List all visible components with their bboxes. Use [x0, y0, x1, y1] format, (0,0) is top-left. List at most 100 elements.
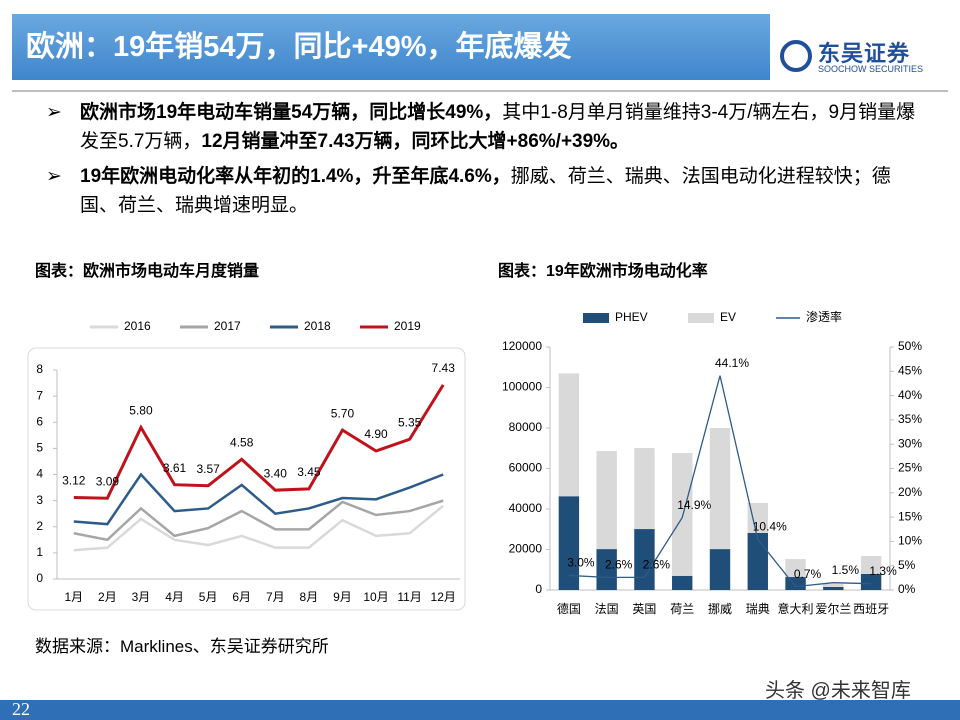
footer-bar: 22 [0, 699, 960, 720]
y2-tick-label: 0% [898, 582, 916, 596]
x-tick-label: 西班牙 [853, 602, 889, 616]
bullet-text: 欧洲市场19年电动车销量54万辆，同比增长49%， [80, 102, 503, 123]
data-label: 10.4% [753, 520, 787, 534]
y2-tick-label: 10% [898, 534, 922, 548]
x-tick-label: 挪威 [708, 602, 732, 616]
legend-label: PHEV [615, 310, 648, 324]
x-tick-label: 9月 [333, 590, 352, 604]
x-tick-label: 法国 [595, 602, 619, 616]
y-tick-label: 3 [36, 493, 43, 507]
legend-label: EV [720, 310, 736, 324]
bar-segment [596, 549, 617, 590]
charts: 图表：欧洲市场电动车月度销量 0 1 2 3 4 5 6 7 8 1月 2月 3月 4月 5月 6月 7月 8月 9… [27, 261, 922, 616]
y-tick-label: 20000 [509, 542, 543, 556]
bullet-text: 挪威、荷兰、瑞典、法国电动化进程较快；德国、荷兰、瑞典增速明显。 [80, 166, 891, 216]
y-tick-label: 8 [36, 362, 43, 376]
bar-segment [672, 575, 693, 590]
data-label: 3.09 [96, 474, 120, 488]
data-label: 3.12 [62, 474, 86, 488]
series-line [73, 384, 445, 500]
legend-label: 渗透率 [806, 309, 842, 324]
x-tick-label: 瑞典 [746, 602, 770, 616]
data-label: 4.90 [364, 427, 388, 441]
y-tick-label: 0 [535, 582, 542, 596]
y2-tick-label: 40% [898, 388, 922, 402]
y2-tick-label: 5% [898, 558, 916, 572]
data-label: 0.7% [794, 567, 822, 581]
chart-title: 图表：19年欧洲市场电动化率 [498, 261, 708, 280]
logo: 东吴证券 SOOCHOW SECURITIES [778, 36, 928, 80]
x-tick-label: 6月 [232, 590, 251, 604]
bar-segment [558, 496, 580, 590]
y-tick-label: 80000 [509, 420, 543, 434]
data-label: 3.57 [196, 462, 220, 476]
series-line [73, 472, 444, 526]
bullet: 19年欧洲电动化率从年初的1.4%，升至年底4.6%，挪威、荷兰、瑞典、法国电动… [46, 162, 920, 220]
data-label: 3.45 [297, 465, 321, 479]
data-label: 14.9% [677, 498, 711, 512]
legend-swatch [688, 313, 714, 323]
bar-segment [747, 502, 768, 533]
data-label: 1.5% [832, 563, 860, 577]
bar-segment [747, 532, 768, 590]
bar-segment [785, 559, 806, 578]
legend-label: 2018 [304, 319, 331, 333]
data-label: 44.1% [715, 356, 749, 370]
x-tick-label: 英国 [632, 602, 656, 616]
plot-frame [27, 347, 466, 611]
bullet-text: 19年欧洲电动化率从年初的1.4%，升至年底4.6%， [80, 166, 511, 187]
data-label: 3.40 [264, 466, 288, 480]
y-tick-label: 120000 [502, 339, 542, 353]
data-label: 5.70 [331, 406, 355, 420]
x-tick-label: 8月 [300, 590, 319, 604]
bar-segment [634, 448, 655, 530]
bullets: 欧洲市场19年电动车销量54万辆，同比增长49%，其中1-8月单月销量维持3-4… [46, 98, 920, 226]
x-tick-label: 5月 [199, 590, 218, 604]
bar-segment [860, 555, 882, 575]
y-tick-label: 2 [36, 519, 43, 533]
legend-swatch [583, 313, 609, 323]
series-line [568, 375, 872, 588]
chart-title: 图表：欧洲市场电动车月度销量 [35, 261, 259, 280]
logo-subtext: SOOCHOW SECURITIES [818, 64, 924, 74]
data-label: 5.80 [129, 404, 153, 418]
bullet: 欧洲市场19年电动车销量54万辆，同比增长49%，其中1-8月单月销量维持3-4… [46, 98, 920, 156]
y2-tick-label: 15% [898, 509, 922, 523]
bar-segment [709, 428, 731, 550]
y2-tick-label: 35% [898, 412, 922, 426]
series-line [73, 499, 444, 542]
x-tick-label: 10月 [363, 590, 388, 604]
y2-tick-label: 30% [898, 436, 922, 450]
bar-segment [823, 586, 844, 590]
legend-label: 2017 [214, 319, 241, 333]
bullet-text: 其中1-8月单月销量维持3-4万/辆左右，9月销量爆发至5.7万辆， [80, 102, 916, 152]
logo-icon [780, 40, 812, 72]
data-label: 5.35 [398, 415, 422, 429]
x-tick-label: 荷兰 [670, 602, 694, 616]
data-label: 3.0% [567, 556, 595, 570]
data-label: 7.43 [432, 361, 456, 375]
x-tick-label: 意大利 [778, 601, 814, 616]
y-tick-label: 5 [36, 441, 43, 455]
x-tick-label: 爱尔兰 [815, 601, 851, 616]
bullet-text: 12月销量冲至7.43万辆，同环比大增+86%/+39%。 [201, 131, 630, 152]
x-tick-label: 12月 [431, 590, 456, 604]
source: 数据来源：Marklines、东吴证券研究所 [35, 637, 329, 656]
bar-segment [823, 583, 844, 587]
page-number: 22 [12, 699, 30, 719]
data-label: 3.61 [163, 461, 187, 475]
bar-segment [634, 529, 655, 590]
watermark: 头条 @未来智库 [765, 680, 911, 702]
y-tick-label: 0 [36, 571, 43, 585]
data-label: 2.6% [643, 558, 671, 572]
y-tick-label: 60000 [509, 461, 543, 475]
divider [12, 90, 948, 92]
y2-tick-label: 50% [898, 339, 922, 353]
y2-tick-label: 25% [898, 461, 922, 475]
y-tick-label: 40000 [509, 501, 543, 515]
data-label: 4.58 [230, 436, 254, 450]
y-tick-label: 6 [36, 414, 43, 428]
x-tick-label: 德国 [557, 601, 581, 616]
header-title: 欧洲：19年销54万，同比+49%，年底爆发 [12, 14, 770, 80]
